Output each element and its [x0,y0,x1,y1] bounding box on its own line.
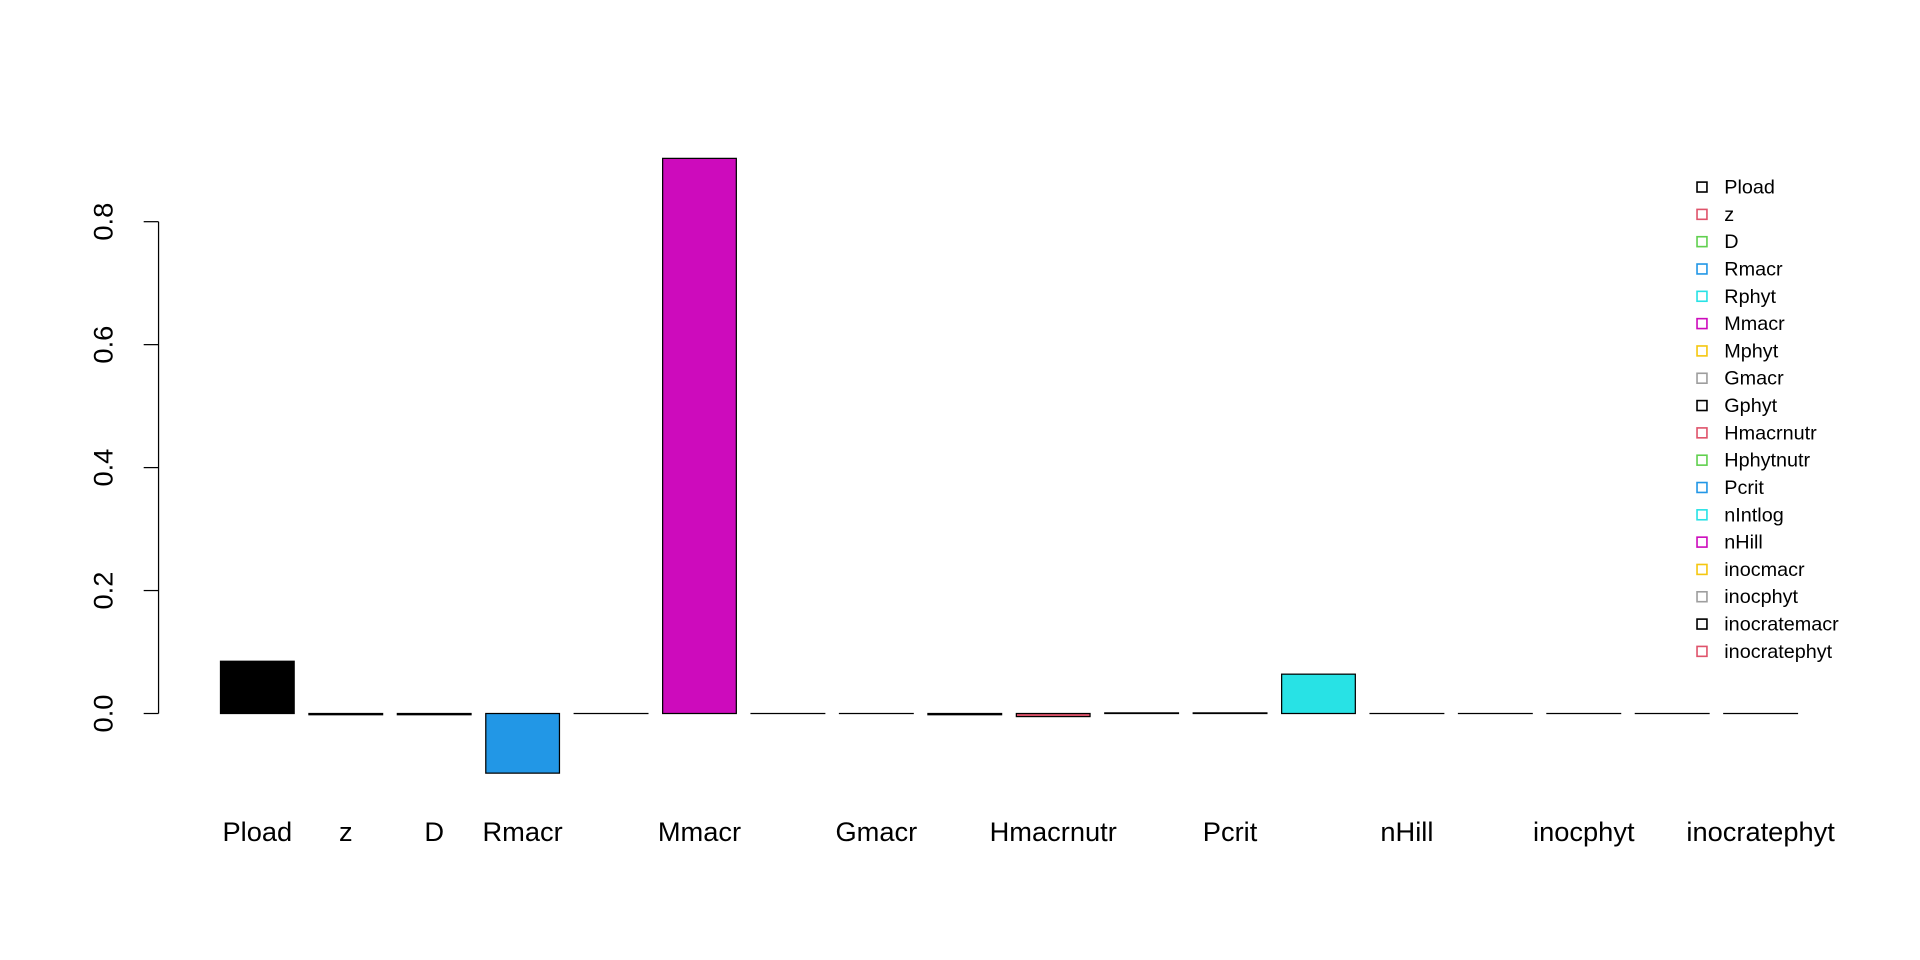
legend-swatch [1696,317,1708,330]
x-tick-label: D [424,816,444,847]
legend-swatch [1696,345,1708,357]
legend-label: nHill [1724,532,1763,554]
bar [1104,712,1180,715]
legend-label: D [1724,231,1738,253]
legend-label: Pcrit [1724,477,1764,499]
legend-swatch [1696,536,1708,548]
legend-label: nIntlog [1724,504,1783,526]
legend-swatch [1696,645,1708,658]
legend-label: Rphyt [1724,286,1776,308]
x-tick-label: inocphyt [1533,816,1635,847]
x-tick-label: inocratephyt [1686,816,1835,847]
bar [1015,712,1091,718]
x-tick-label: nHill [1380,816,1433,847]
legend-label: Hmacrnutr [1724,422,1817,444]
bar [1192,712,1268,715]
legend-label: Hphytnutr [1724,450,1810,472]
legend-swatch [1696,563,1708,576]
legend-swatch [1696,290,1708,303]
bar [219,660,295,715]
bar [485,712,561,774]
legend-swatch [1696,454,1708,466]
bar [1281,673,1356,715]
x-tick-label: Hmacrnutr [990,816,1117,847]
bar [662,157,737,715]
legend-label: Gmacr [1724,368,1784,390]
legend-swatch [1696,208,1708,221]
x-tick-label: Pcrit [1203,816,1258,847]
bar [927,712,1003,716]
legend-swatch [1696,235,1708,248]
legend-label: Mmacr [1724,313,1785,335]
y-tick-label: 0.2 [87,572,118,610]
legend-swatch [1696,481,1708,494]
legend-label: inocphyt [1724,586,1798,608]
x-tick-label: Pload [222,816,292,847]
legend-swatch [1696,590,1708,603]
legend-label: Mphyt [1724,340,1778,362]
legend-swatch [1696,263,1708,275]
legend-label: Rmacr [1724,258,1783,280]
y-tick-label: 0.8 [87,203,118,241]
legend-label: Pload [1724,177,1775,199]
legend-swatch [1696,372,1708,385]
legend-label: z [1724,204,1734,226]
legend-swatch [1696,427,1708,439]
x-tick-label: Mmacr [658,816,741,847]
y-tick-label: 0.6 [87,326,118,364]
legend-label: inocratemacr [1724,614,1839,636]
x-tick-label: Gmacr [835,816,917,847]
bar [308,712,384,716]
legend-swatch [1696,181,1708,193]
x-tick-label: Rmacr [483,816,563,847]
x-tick-label: z [339,816,353,847]
y-tick-label: 0.4 [87,449,118,487]
legend-label: inocratephyt [1724,641,1832,663]
legend-swatch [1696,509,1708,521]
bar [396,712,472,716]
legend-label: Gphyt [1724,395,1777,417]
y-tick-label: 0.0 [87,695,118,733]
legend-swatch [1696,618,1708,630]
legend-label: inocmacr [1724,559,1805,581]
legend-swatch [1696,399,1708,412]
